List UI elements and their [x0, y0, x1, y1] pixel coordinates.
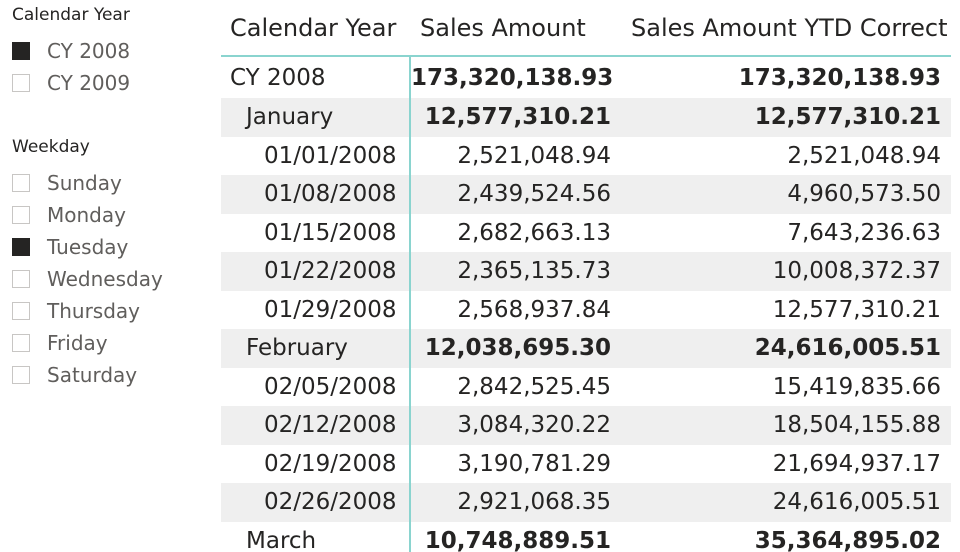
checkbox-unchecked-icon[interactable] [12, 334, 30, 352]
sales-amount-ytd-cell: 15,419,835.66 [772, 373, 941, 400]
column-header-sales-amount-ytd[interactable]: Sales Amount YTD Correct [621, 0, 951, 57]
row-header-cell: 01/01/2008 [221, 136, 411, 175]
column-header-sales-amount[interactable]: Sales Amount [410, 0, 621, 57]
table-row[interactable]: January 12,577,310.21 12,577,310.21 [221, 98, 951, 137]
weekday-slicer-item-label: Thursday [47, 299, 140, 323]
row-header-cell: 01/22/2008 [221, 252, 411, 291]
sales-table: Calendar Year Sales Amount Sales Amount … [221, 0, 951, 552]
sales-amount-cell: 2,439,524.56 [410, 175, 621, 214]
weekday-slicer-item-label: Monday [47, 203, 126, 227]
table-row[interactable]: 01/01/2008 2,521,048.94 2,521,048.94 [221, 136, 951, 175]
weekday-slicer-item-label: Wednesday [47, 267, 163, 291]
sales-amount-ytd-cell: 24,616,005.51 [621, 483, 951, 522]
sales-amount-ytd-cell: 35,364,895.02 [754, 527, 941, 552]
sales-matrix: Calendar Year Sales Amount Sales Amount … [221, 0, 951, 552]
sales-amount-cell: 2,842,525.45 [457, 373, 611, 400]
calendar-year-slicer-item-label: CY 2009 [47, 71, 131, 95]
row-header-cell: 01/29/2008 [221, 290, 411, 329]
column-header-calendar-year[interactable]: Calendar Year [221, 0, 410, 57]
table-header-row: Calendar Year Sales Amount Sales Amount … [221, 0, 951, 57]
weekday-slicer-item-thursday[interactable]: Thursday [12, 295, 163, 327]
checkbox-unchecked-icon[interactable] [12, 74, 30, 92]
sales-amount-ytd-cell: 12,577,310.21 [772, 296, 941, 323]
row-header-cell: CY 2008 [221, 56, 411, 98]
sales-amount-ytd-cell: 21,694,937.17 [772, 450, 941, 477]
row-header-cell: 01/15/2008 [221, 213, 411, 252]
sales-amount-cell: 12,577,310.21 [410, 98, 621, 137]
checkbox-unchecked-icon[interactable] [12, 270, 30, 288]
sales-amount-cell: 12,038,695.30 [410, 329, 621, 368]
table-row[interactable]: 01/22/2008 2,365,135.73 10,008,372.37 [221, 252, 951, 291]
sales-amount-ytd-cell: 7,643,236.63 [787, 219, 941, 246]
checkbox-checked-icon[interactable] [12, 238, 30, 256]
table-row[interactable]: February 12,038,695.30 24,616,005.51 [221, 329, 951, 368]
calendar-year-slicer: Calendar Year CY 2008 CY 2009 [12, 4, 130, 99]
table-row[interactable]: 01/08/2008 2,439,524.56 4,960,573.50 [221, 175, 951, 214]
weekday-slicer-item-label: Saturday [47, 363, 138, 387]
sales-amount-cell: 10,748,889.51 [424, 527, 611, 552]
sales-amount-cell: 2,521,048.94 [457, 142, 611, 169]
table-row[interactable]: 02/12/2008 3,084,320.22 18,504,155.88 [221, 406, 951, 445]
sales-amount-ytd-cell: 24,616,005.51 [621, 329, 951, 368]
calendar-year-slicer-item-label: CY 2008 [47, 39, 131, 63]
sales-amount-ytd-cell: 18,504,155.88 [621, 406, 951, 445]
table-row[interactable]: 01/29/2008 2,568,937.84 12,577,310.21 [221, 290, 951, 329]
weekday-slicer-item-friday[interactable]: Friday [12, 327, 163, 359]
weekday-slicer-item-label: Tuesday [47, 235, 129, 259]
calendar-year-slicer-item-cy-2008[interactable]: CY 2008 [12, 35, 130, 67]
sales-amount-ytd-cell: 10,008,372.37 [621, 252, 951, 291]
weekday-slicer-item-wednesday[interactable]: Wednesday [12, 263, 163, 295]
row-header-cell: 02/26/2008 [221, 483, 411, 522]
row-header-cell: February [221, 329, 411, 368]
sales-amount-ytd-cell: 12,577,310.21 [621, 98, 951, 137]
sales-amount-cell: 2,568,937.84 [457, 296, 611, 323]
sales-amount-ytd-cell: 173,320,138.93 [738, 64, 941, 91]
sales-amount-cell: 3,190,781.29 [457, 450, 611, 477]
weekday-slicer-item-saturday[interactable]: Saturday [12, 359, 163, 391]
weekday-slicer: Weekday Sunday Monday Tuesday Wednesday Thur… [12, 136, 163, 391]
sales-amount-cell: 2,682,663.13 [457, 219, 611, 246]
row-header-cell: 02/19/2008 [221, 444, 411, 483]
table-row[interactable]: 02/26/2008 2,921,068.35 24,616,005.51 [221, 483, 951, 522]
weekday-slicer-item-label: Sunday [47, 171, 122, 195]
weekday-slicer-item-sunday[interactable]: Sunday [12, 167, 163, 199]
sales-amount-cell: 3,084,320.22 [410, 406, 621, 445]
calendar-year-slicer-title: Calendar Year [12, 5, 130, 25]
row-header-cell: January [221, 98, 411, 137]
row-header-cell: 02/05/2008 [221, 367, 411, 406]
checkbox-unchecked-icon[interactable] [12, 366, 30, 384]
table-row[interactable]: 01/15/2008 2,682,663.13 7,643,236.63 [221, 213, 951, 252]
table-row[interactable]: March 10,748,889.51 35,364,895.02 [221, 521, 951, 552]
weekday-slicer-item-label: Friday [47, 331, 108, 355]
calendar-year-slicer-item-cy-2009[interactable]: CY 2009 [12, 67, 130, 99]
checkbox-unchecked-icon[interactable] [12, 206, 30, 224]
table-row[interactable]: 02/05/2008 2,842,525.45 15,419,835.66 [221, 367, 951, 406]
weekday-slicer-item-tuesday[interactable]: Tuesday [12, 231, 163, 263]
row-header-cell: March [221, 521, 411, 552]
checkbox-unchecked-icon[interactable] [12, 302, 30, 320]
table-row[interactable]: CY 2008 173,320,138.93 173,320,138.93 [221, 56, 951, 98]
weekday-slicer-title: Weekday [12, 137, 90, 157]
weekday-slicer-items: Sunday Monday Tuesday Wednesday Thursday Frid… [12, 167, 163, 391]
sales-amount-cell: 2,921,068.35 [410, 483, 621, 522]
row-header-cell: 02/12/2008 [221, 406, 411, 445]
sales-amount-cell: 2,365,135.73 [410, 252, 621, 291]
sales-amount-ytd-cell: 4,960,573.50 [621, 175, 951, 214]
checkbox-checked-icon[interactable] [12, 42, 30, 60]
sales-amount-ytd-cell: 2,521,048.94 [787, 142, 941, 169]
calendar-year-slicer-items: CY 2008 CY 2009 [12, 35, 130, 99]
checkbox-unchecked-icon[interactable] [12, 174, 30, 192]
weekday-slicer-item-monday[interactable]: Monday [12, 199, 163, 231]
table-row[interactable]: 02/19/2008 3,190,781.29 21,694,937.17 [221, 444, 951, 483]
sales-amount-cell: 173,320,138.93 [411, 64, 614, 91]
table-body: CY 2008 173,320,138.93 173,320,138.93 Janua… [221, 56, 951, 552]
row-header-cell: 01/08/2008 [221, 175, 411, 214]
